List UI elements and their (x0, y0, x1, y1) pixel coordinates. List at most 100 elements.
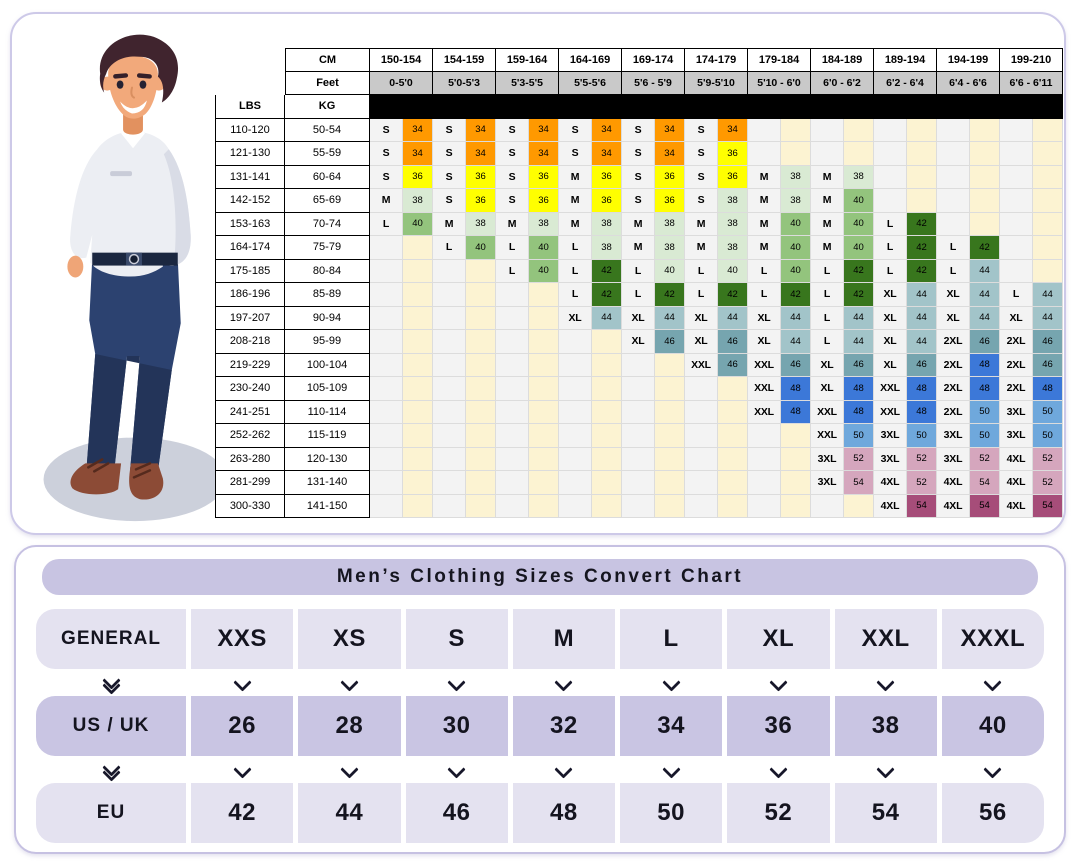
size-letter-cell-empty (622, 424, 655, 448)
chevron-down-icon (727, 756, 829, 783)
size-letter-cell-empty (874, 142, 907, 166)
kg-range: 85-89 (285, 283, 370, 307)
hair (99, 34, 179, 103)
size-letter-cell: S (370, 118, 403, 142)
size-number-cell-empty (655, 494, 685, 518)
size-number-cell-empty (529, 400, 559, 424)
size-number-cell: 36 (718, 142, 748, 166)
size-number-cell: 36 (592, 165, 622, 189)
size-number-cell-empty (592, 471, 622, 495)
size-number-cell: 48 (844, 400, 874, 424)
size-number-cell-empty (466, 471, 496, 495)
chevron-down-icon (727, 669, 829, 696)
size-letter-cell-empty (748, 142, 781, 166)
size-number-cell-empty (466, 377, 496, 401)
size-letter-cell-empty (685, 471, 718, 495)
size-number-cell: 50 (844, 424, 874, 448)
size-number-cell: 36 (718, 165, 748, 189)
chevron-down-icon (298, 756, 400, 783)
kg-range: 75-79 (285, 236, 370, 260)
size-letter-cell: M (433, 212, 466, 236)
convert-value: XS (298, 609, 401, 669)
size-letter-cell-empty (937, 142, 970, 166)
size-letter-cell: XL (559, 306, 592, 330)
size-letter-cell-empty (622, 447, 655, 471)
chevron-down-icon (513, 756, 615, 783)
left-eyebrow (113, 73, 129, 79)
size-letter-cell: S (685, 189, 718, 213)
size-number-cell: 46 (655, 330, 685, 354)
size-number-cell: 34 (592, 118, 622, 142)
feet-range-header: 5'0-5'3 (433, 71, 496, 95)
size-letter-cell: XL (874, 330, 907, 354)
size-number-cell: 44 (970, 283, 1000, 307)
feet-range-header: 6'4 - 6'6 (937, 71, 1000, 95)
size-letter-cell-empty (370, 259, 403, 283)
convert-value: 34 (620, 696, 723, 756)
size-number-cell-empty (403, 377, 433, 401)
size-letter-cell-empty (433, 330, 466, 354)
size-letter-cell-empty (685, 494, 718, 518)
size-number-cell-empty (529, 494, 559, 518)
size-number-cell: 34 (655, 142, 685, 166)
size-number-cell: 38 (718, 189, 748, 213)
chevron-down-icon (942, 669, 1044, 696)
size-number-cell: 54 (970, 494, 1000, 518)
size-number-cell: 46 (1033, 353, 1063, 377)
left-shoe (70, 463, 122, 495)
size-number-cell: 42 (844, 259, 874, 283)
size-number-cell: 40 (718, 259, 748, 283)
size-number-cell-empty (718, 447, 748, 471)
size-number-cell: 42 (844, 283, 874, 307)
convert-value: 42 (191, 783, 294, 843)
shirt (70, 131, 191, 277)
size-letter-cell-empty (496, 353, 529, 377)
convert-value: 30 (405, 696, 508, 756)
size-number-cell: 38 (718, 212, 748, 236)
size-number-cell-empty (403, 236, 433, 260)
cm-range-header: 159-164 (496, 48, 559, 72)
size-number-cell: 44 (907, 283, 937, 307)
man-illustration (43, 34, 227, 522)
size-number-cell: 34 (529, 118, 559, 142)
convert-value: 52 (727, 783, 830, 843)
size-number-cell-empty (907, 118, 937, 142)
size-letter-cell-empty (496, 400, 529, 424)
convert-value: L (620, 609, 723, 669)
feet-range-header: 6'2 - 6'4 (874, 71, 937, 95)
size-number-cell: 50 (1033, 424, 1063, 448)
size-number-cell: 36 (466, 189, 496, 213)
size-number-cell: 44 (1033, 306, 1063, 330)
size-number-cell-empty (970, 165, 1000, 189)
size-letter-cell: M (496, 212, 529, 236)
size-number-cell-empty (844, 118, 874, 142)
size-number-cell: 34 (466, 118, 496, 142)
convert-value: 44 (298, 783, 401, 843)
size-number-cell: 54 (844, 471, 874, 495)
size-letter-cell-empty (685, 447, 718, 471)
size-letter-cell: L (748, 259, 781, 283)
size-number-cell: 36 (592, 189, 622, 213)
size-number-cell-empty (592, 330, 622, 354)
size-number-cell: 36 (529, 165, 559, 189)
size-letter-cell-empty (874, 189, 907, 213)
cm-range-header: 194-199 (937, 48, 1000, 72)
size-number-cell: 44 (844, 330, 874, 354)
size-number-cell-empty (403, 424, 433, 448)
size-letter-cell-empty (685, 400, 718, 424)
size-letter-cell: L (622, 259, 655, 283)
size-letter-cell: XXL (874, 377, 907, 401)
size-number-cell: 34 (529, 142, 559, 166)
size-letter-cell: M (748, 189, 781, 213)
size-number-cell-empty (1033, 212, 1063, 236)
size-letter-cell-empty (496, 330, 529, 354)
size-letter-cell-empty (433, 424, 466, 448)
size-number-cell-empty (592, 494, 622, 518)
size-letter-cell-empty (496, 424, 529, 448)
lbs-range: 164-174 (215, 236, 285, 260)
lbs-range: 230-240 (215, 377, 285, 401)
convert-value: 40 (941, 696, 1044, 756)
size-number-cell-empty (529, 306, 559, 330)
chevron-down-icon (406, 756, 508, 783)
cm-range-header: 169-174 (622, 48, 685, 72)
